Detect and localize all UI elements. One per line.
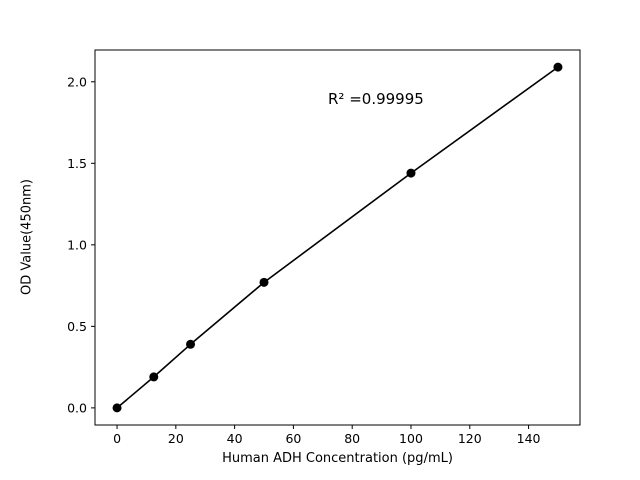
data-point-marker [553, 62, 563, 72]
plot-frame [94, 49, 581, 426]
x-tick-label: 80 [344, 431, 360, 446]
x-tick-label: 20 [168, 431, 184, 446]
data-point-marker [186, 339, 196, 349]
x-tick-label: 0 [113, 431, 121, 446]
x-tick-label: 40 [227, 431, 243, 446]
data-point-marker [406, 168, 416, 178]
x-axis-label: Human ADH Concentration (pg/mL) [222, 451, 453, 466]
data-point-marker [259, 277, 269, 287]
y-tick-label: 1.0 [67, 237, 87, 252]
y-tick-label: 0.0 [67, 400, 87, 415]
y-tick-label: 0.5 [67, 319, 87, 334]
x-tick-label: 100 [399, 431, 423, 446]
y-tick-label: 2.0 [67, 74, 87, 89]
series-line [116, 66, 559, 409]
data-point-marker [149, 372, 159, 382]
data-point-marker [112, 403, 122, 413]
y-tick-label: 1.5 [67, 156, 87, 171]
r-squared-annotation: R² =0.99995 [328, 90, 424, 108]
x-tick-label: 120 [458, 431, 482, 446]
x-tick-label: 140 [517, 431, 541, 446]
x-tick-label: 60 [285, 431, 301, 446]
y-axis-label: OD Value(450nm) [19, 179, 35, 295]
